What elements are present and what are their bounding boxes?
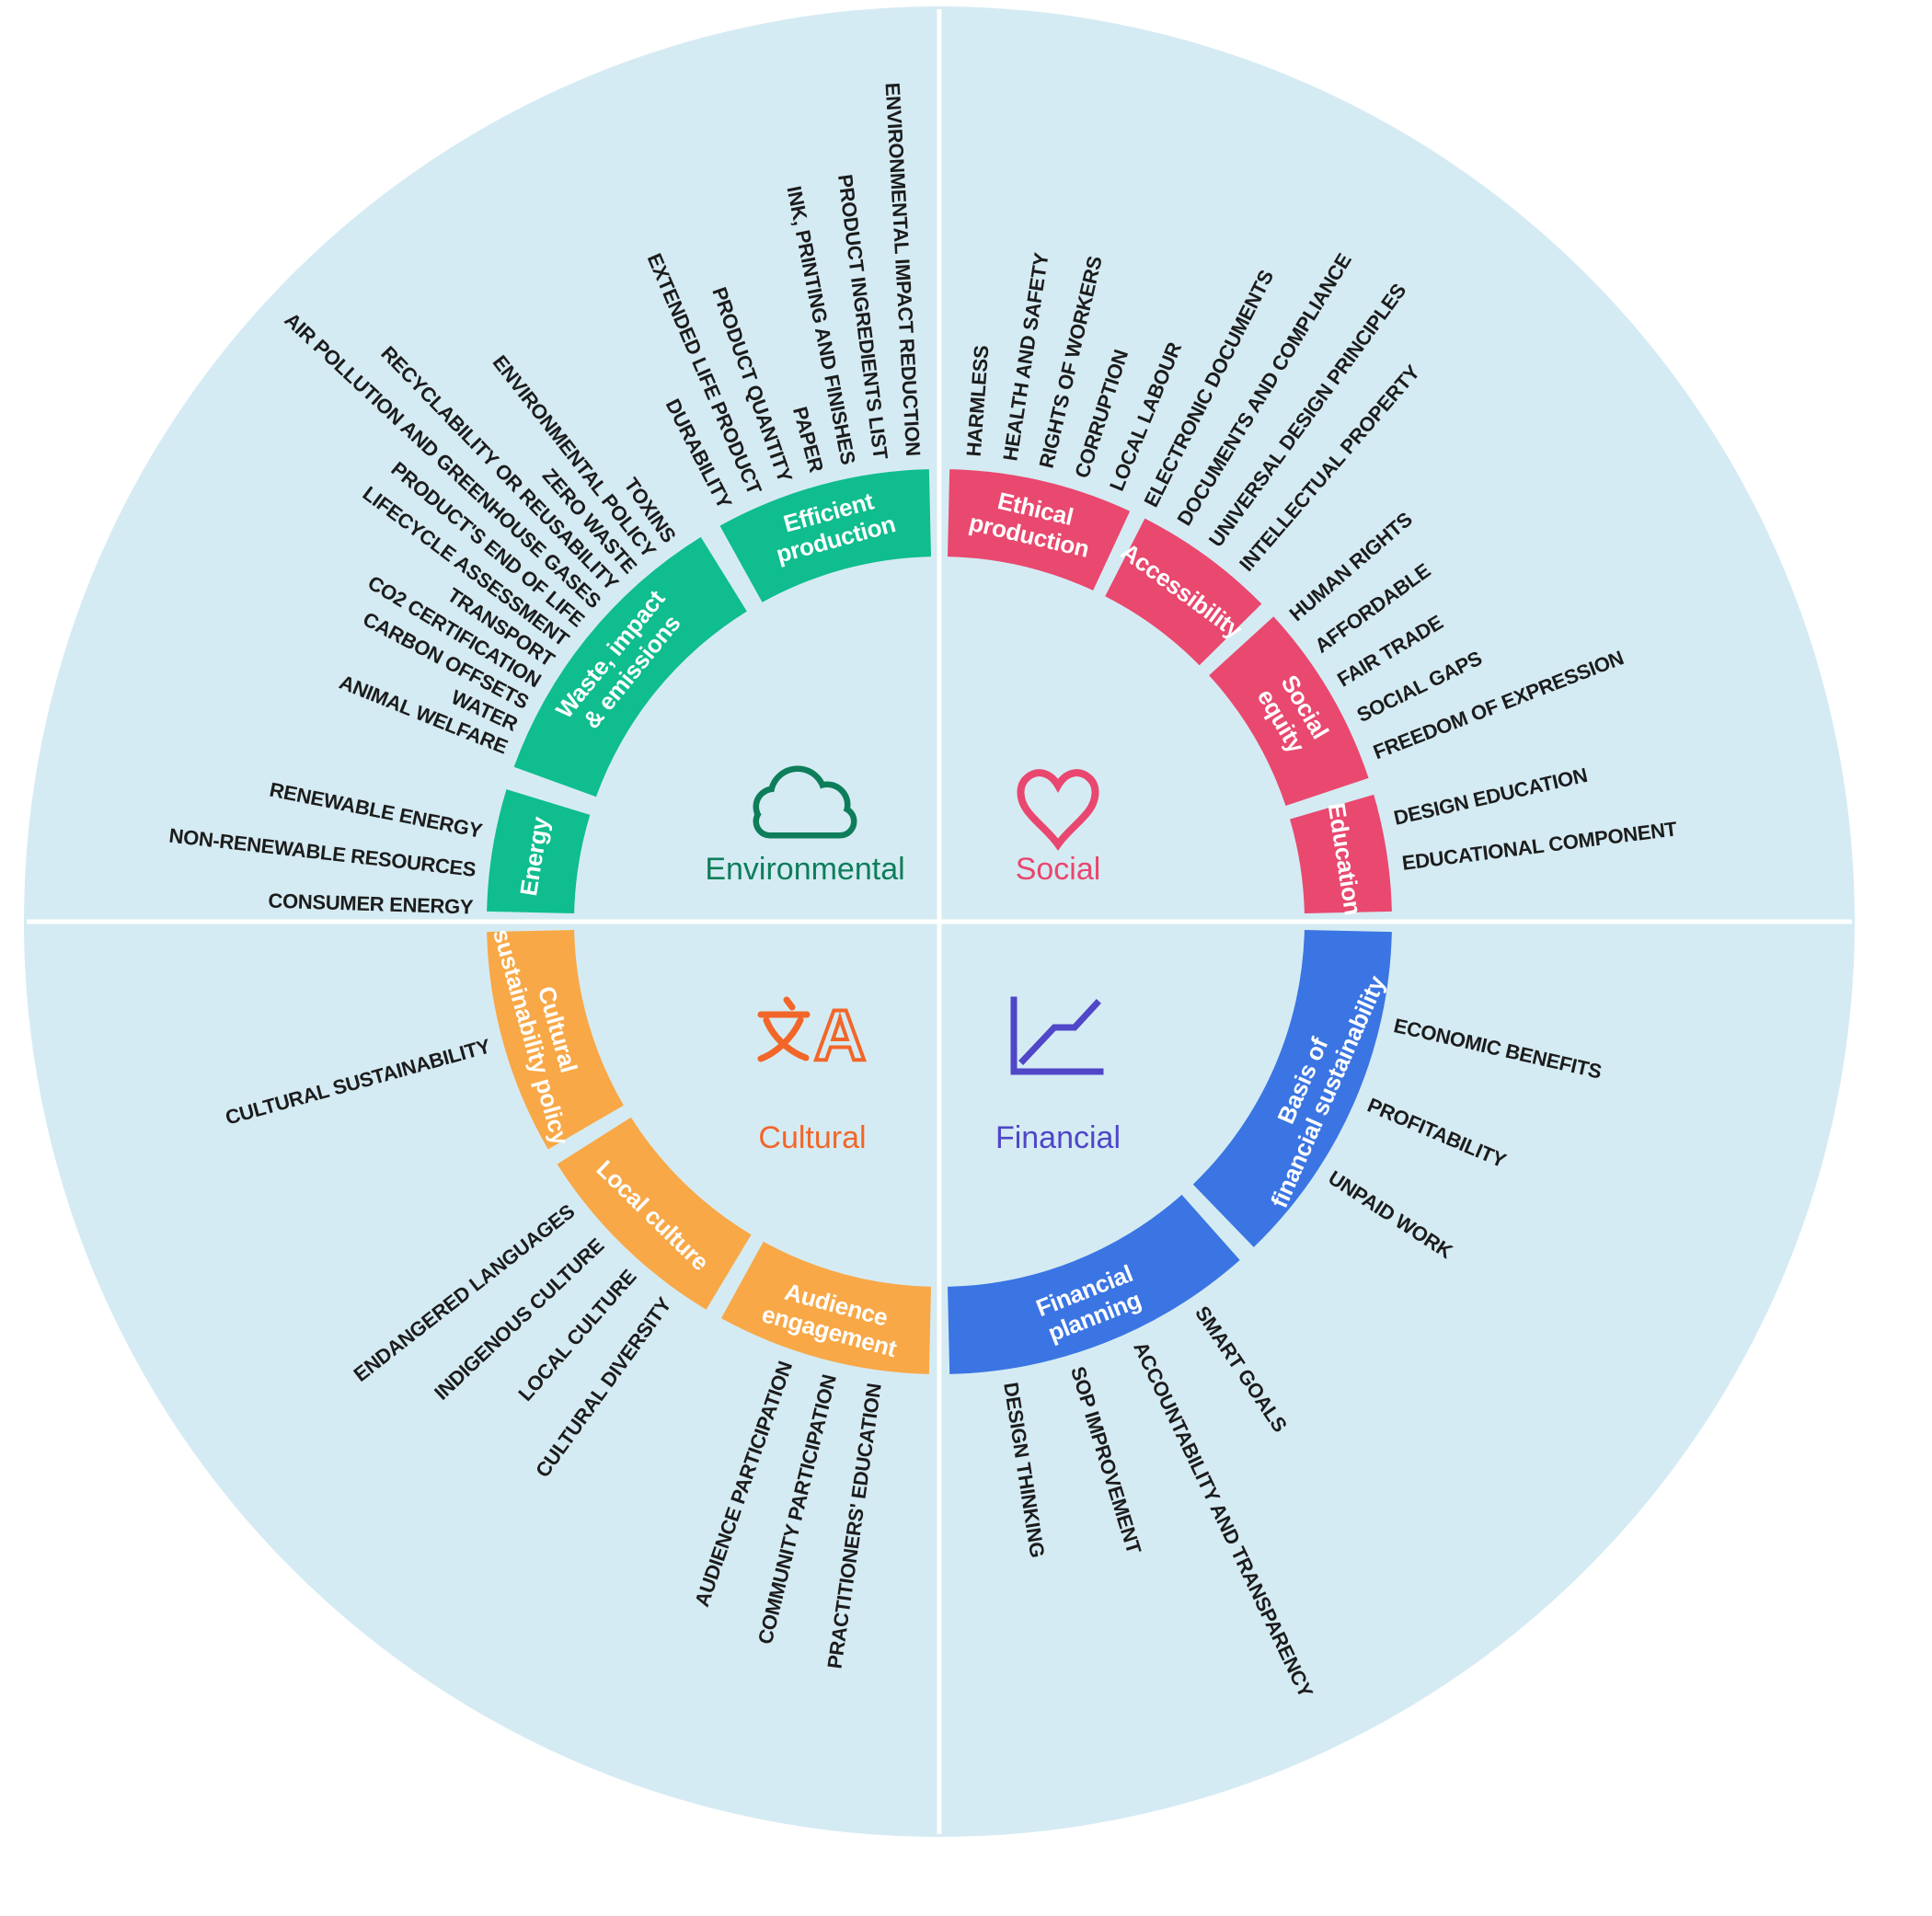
translate-icon: A (757, 992, 868, 1077)
segment-financial-planning (948, 1194, 1240, 1374)
segment-cultural-sustainability-policy (487, 930, 624, 1150)
segment-energy (487, 789, 591, 913)
svg-text:A: A (814, 994, 866, 1075)
segment-accessibility (1105, 518, 1262, 666)
segment-waste-impact-emissions (513, 536, 747, 797)
heart-icon (1017, 769, 1099, 851)
segment-local-culture (557, 1117, 752, 1310)
segment-ethical-production (948, 469, 1131, 591)
quadrant-title-social: Social (1016, 852, 1101, 887)
segment-audience-engagement (720, 1241, 931, 1374)
segment-basis-of-financial-sustainability (1192, 930, 1392, 1247)
segment-education (1290, 794, 1392, 913)
quadrant-title-financial: Financial (995, 1120, 1121, 1155)
segment-social-equity (1209, 616, 1369, 807)
segment-efficient-production (719, 469, 931, 602)
quadrant-title-environmental: Environmental (705, 852, 904, 887)
quadrant-title-cultural: Cultural (758, 1120, 866, 1155)
cloud-icon (753, 765, 857, 839)
chart-icon (1010, 996, 1104, 1075)
